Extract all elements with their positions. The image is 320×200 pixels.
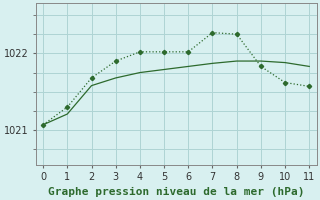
X-axis label: Graphe pression niveau de la mer (hPa): Graphe pression niveau de la mer (hPa) — [48, 186, 304, 197]
